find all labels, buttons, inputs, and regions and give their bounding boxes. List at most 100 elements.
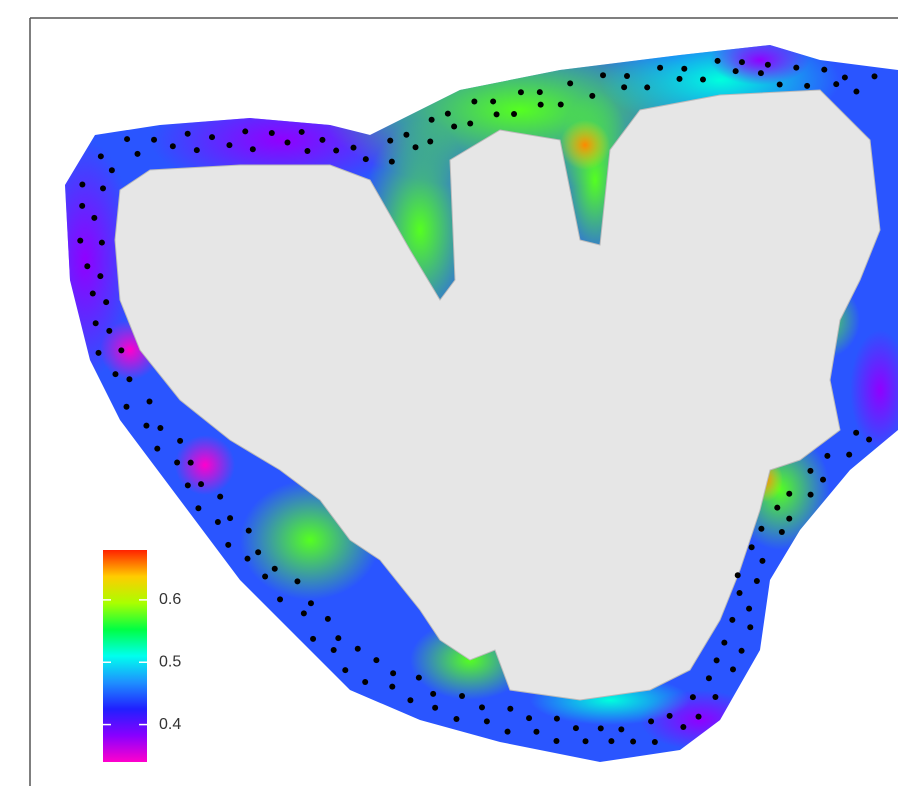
colorbar [103, 550, 147, 762]
sample-point [188, 460, 194, 466]
sample-point [154, 446, 160, 452]
sample-point [198, 481, 204, 487]
sample-point [319, 137, 325, 143]
sample-point [106, 328, 112, 334]
sample-point [301, 610, 307, 616]
sample-point [93, 320, 99, 326]
sample-point [246, 528, 252, 534]
sample-point [526, 715, 532, 721]
sample-point [667, 713, 673, 719]
sample-point [304, 148, 310, 154]
sample-point [484, 718, 490, 724]
sample-point [774, 505, 780, 511]
sample-point [507, 706, 513, 712]
sample-point [170, 143, 176, 149]
sample-point [648, 718, 654, 724]
sample-point [807, 468, 813, 474]
sample-point [177, 438, 183, 444]
sample-point [833, 81, 839, 87]
sample-point [413, 144, 419, 150]
sample-point [712, 694, 718, 700]
sample-point [308, 600, 314, 606]
sample-point [98, 153, 104, 159]
sample-point [355, 646, 361, 652]
sample-point [185, 131, 191, 137]
sample-point [174, 460, 180, 466]
sample-point [90, 290, 96, 296]
legend-tick-label: 0.5 [159, 653, 181, 670]
sample-point [299, 129, 305, 135]
sample-point [786, 516, 792, 522]
sample-point [696, 714, 702, 720]
sample-point [195, 505, 201, 511]
sample-point [467, 120, 473, 126]
sample-point [758, 526, 764, 532]
sample-point [123, 404, 129, 410]
sample-point [342, 667, 348, 673]
sample-point [255, 549, 261, 555]
sample-point [490, 98, 496, 104]
sample-point [84, 263, 90, 269]
sample-point [739, 648, 745, 654]
sample-point [269, 130, 275, 136]
sample-point [453, 716, 459, 722]
sample-point [681, 66, 687, 72]
sample-point [99, 240, 105, 246]
sample-point [294, 578, 300, 584]
sample-point [630, 739, 636, 745]
sample-point [793, 65, 799, 71]
sample-point [737, 590, 743, 596]
sample-point [494, 111, 500, 117]
sample-point [589, 93, 595, 99]
sample-point [430, 691, 436, 697]
sample-point [272, 566, 278, 572]
sample-point [842, 74, 848, 80]
sample-point [583, 738, 589, 744]
sample-point [103, 299, 109, 305]
sample-point [194, 147, 200, 153]
sample-point [554, 716, 560, 722]
sample-point [445, 111, 451, 117]
sample-point [824, 453, 830, 459]
sample-point [765, 62, 771, 68]
sample-point [846, 452, 852, 458]
sample-point [680, 724, 686, 730]
sample-point [97, 273, 103, 279]
sample-point [79, 203, 85, 209]
sample-point [325, 616, 331, 622]
sample-point [749, 544, 755, 550]
sample-point [714, 657, 720, 663]
sample-point [124, 136, 130, 142]
sample-point [779, 529, 785, 535]
sample-point [226, 142, 232, 148]
sample-point [126, 376, 132, 382]
sample-point [262, 574, 268, 580]
sample-point [754, 578, 760, 584]
sample-point [808, 492, 814, 498]
sample-point [729, 617, 735, 623]
sample-point [403, 132, 409, 138]
sample-point [112, 371, 118, 377]
sample-point [721, 640, 727, 646]
sample-point [567, 80, 573, 86]
sample-point [242, 128, 248, 134]
sample-point [644, 84, 650, 90]
sample-point [331, 647, 337, 653]
sample-point [558, 102, 564, 108]
sample-point [820, 477, 826, 483]
sample-point [690, 694, 696, 700]
sample-point [511, 111, 517, 117]
sample-point [700, 76, 706, 82]
sample-point [363, 156, 369, 162]
sample-point [730, 666, 736, 672]
sample-point [185, 482, 191, 488]
sample-point [429, 117, 435, 123]
sample-point [96, 350, 102, 356]
sample-point [621, 84, 627, 90]
sample-point [427, 139, 433, 145]
sample-point [479, 704, 485, 710]
blob [560, 120, 610, 170]
blob [175, 435, 235, 495]
sample-point [746, 606, 752, 612]
sample-point [652, 739, 658, 745]
